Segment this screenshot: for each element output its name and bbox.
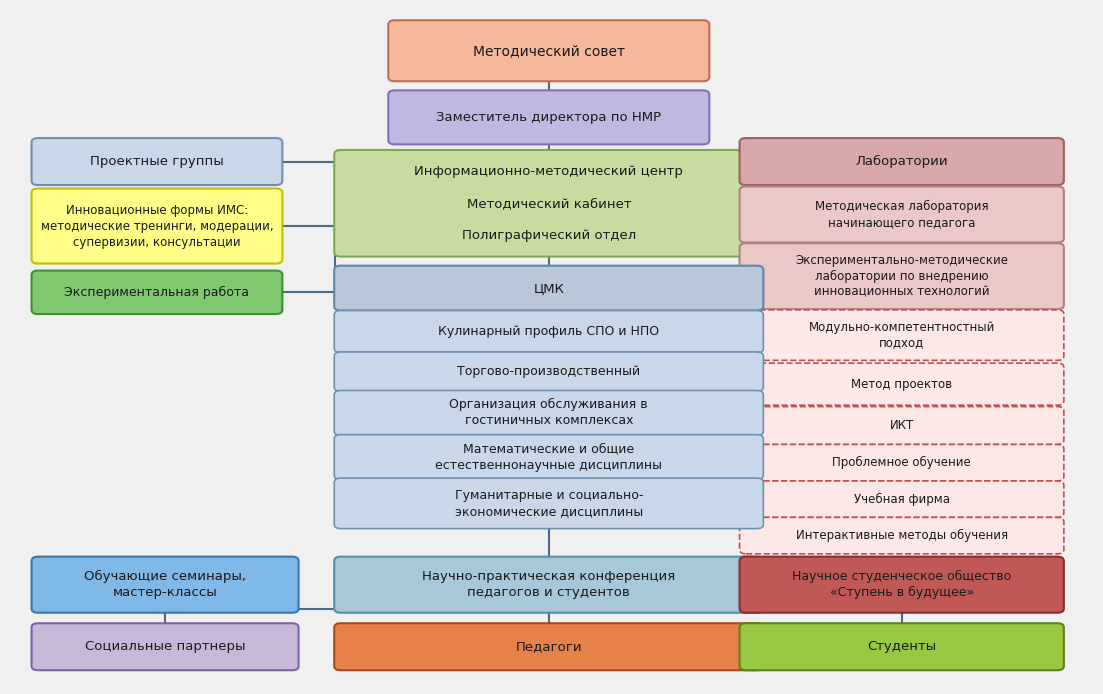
Text: Лаборатории: Лаборатории [856, 155, 949, 168]
FancyBboxPatch shape [334, 478, 763, 529]
FancyBboxPatch shape [740, 310, 1064, 360]
FancyBboxPatch shape [334, 150, 763, 257]
FancyBboxPatch shape [740, 623, 1064, 670]
Text: Экспериментально-методические
лаборатории по внедрению
инновационных технологий: Экспериментально-методические лаборатори… [795, 253, 1008, 298]
Text: Студенты: Студенты [867, 641, 936, 653]
Text: Педагоги: Педагоги [515, 641, 582, 653]
FancyBboxPatch shape [740, 481, 1064, 518]
Text: Методическая лаборатория
начинающего педагога: Методическая лаборатория начинающего пед… [815, 200, 988, 229]
Text: Проектные группы: Проектные группы [90, 155, 224, 168]
Text: Научное студенческое общество
«Ступень в будущее»: Научное студенческое общество «Ступень в… [792, 570, 1011, 600]
Text: Метод проектов: Метод проектов [852, 378, 952, 391]
FancyBboxPatch shape [334, 266, 763, 310]
FancyBboxPatch shape [740, 187, 1064, 242]
Text: Кулинарный профиль СПО и НПО: Кулинарный профиль СПО и НПО [438, 325, 660, 338]
FancyBboxPatch shape [32, 557, 299, 613]
Text: Методический совет: Методический совет [473, 44, 624, 58]
Text: Проблемное обучение: Проблемное обучение [833, 456, 971, 469]
FancyBboxPatch shape [334, 352, 763, 391]
Text: Модульно-компетентностный
подход: Модульно-компетентностный подход [808, 321, 995, 350]
Text: Учебная фирма: Учебная фирма [854, 493, 950, 506]
FancyBboxPatch shape [334, 623, 763, 670]
Text: Гуманитарные и социально-
экономические дисциплины: Гуманитарные и социально- экономические … [454, 489, 643, 518]
FancyBboxPatch shape [740, 557, 1064, 613]
Text: Социальные партнеры: Социальные партнеры [85, 641, 245, 653]
FancyBboxPatch shape [334, 434, 763, 480]
Text: Заместитель директора по НМР: Заместитель директора по НМР [436, 111, 662, 124]
FancyBboxPatch shape [334, 310, 763, 353]
FancyBboxPatch shape [740, 243, 1064, 309]
FancyBboxPatch shape [388, 90, 709, 144]
FancyBboxPatch shape [388, 20, 709, 81]
FancyBboxPatch shape [334, 391, 763, 435]
Text: Инновационные формы ИМС:
методические тренинги, модерации,
супервизии, консульта: Инновационные формы ИМС: методические тр… [41, 203, 274, 248]
FancyBboxPatch shape [334, 557, 763, 613]
FancyBboxPatch shape [32, 623, 299, 670]
FancyBboxPatch shape [32, 189, 282, 264]
FancyBboxPatch shape [740, 138, 1064, 185]
FancyBboxPatch shape [740, 407, 1064, 444]
FancyBboxPatch shape [740, 363, 1064, 405]
Text: Информационно-методический центр

Методический кабинет

Полиграфический отдел: Информационно-методический центр Методич… [415, 164, 683, 242]
Text: Торгово-производственный: Торгово-производственный [458, 365, 641, 378]
Text: Научно-практическая конференция
педагогов и студентов: Научно-практическая конференция педагого… [422, 570, 675, 599]
FancyBboxPatch shape [740, 444, 1064, 481]
Text: ИКТ: ИКТ [890, 419, 914, 432]
FancyBboxPatch shape [740, 518, 1064, 554]
Text: Обучающие семинары,
мастер-классы: Обучающие семинары, мастер-классы [84, 570, 246, 599]
FancyBboxPatch shape [32, 138, 282, 185]
Text: Интерактивные методы обучения: Интерактивные методы обучения [795, 529, 1008, 542]
Text: Экспериментальная работа: Экспериментальная работа [64, 286, 249, 299]
Text: Организация обслуживания в
гостиничных комплексах: Организация обслуживания в гостиничных к… [450, 398, 649, 428]
FancyBboxPatch shape [32, 271, 282, 314]
Text: ЦМК: ЦМК [534, 282, 565, 295]
Text: Математические и общие
естественнонаучные дисциплины: Математические и общие естественнонаучны… [436, 443, 662, 472]
